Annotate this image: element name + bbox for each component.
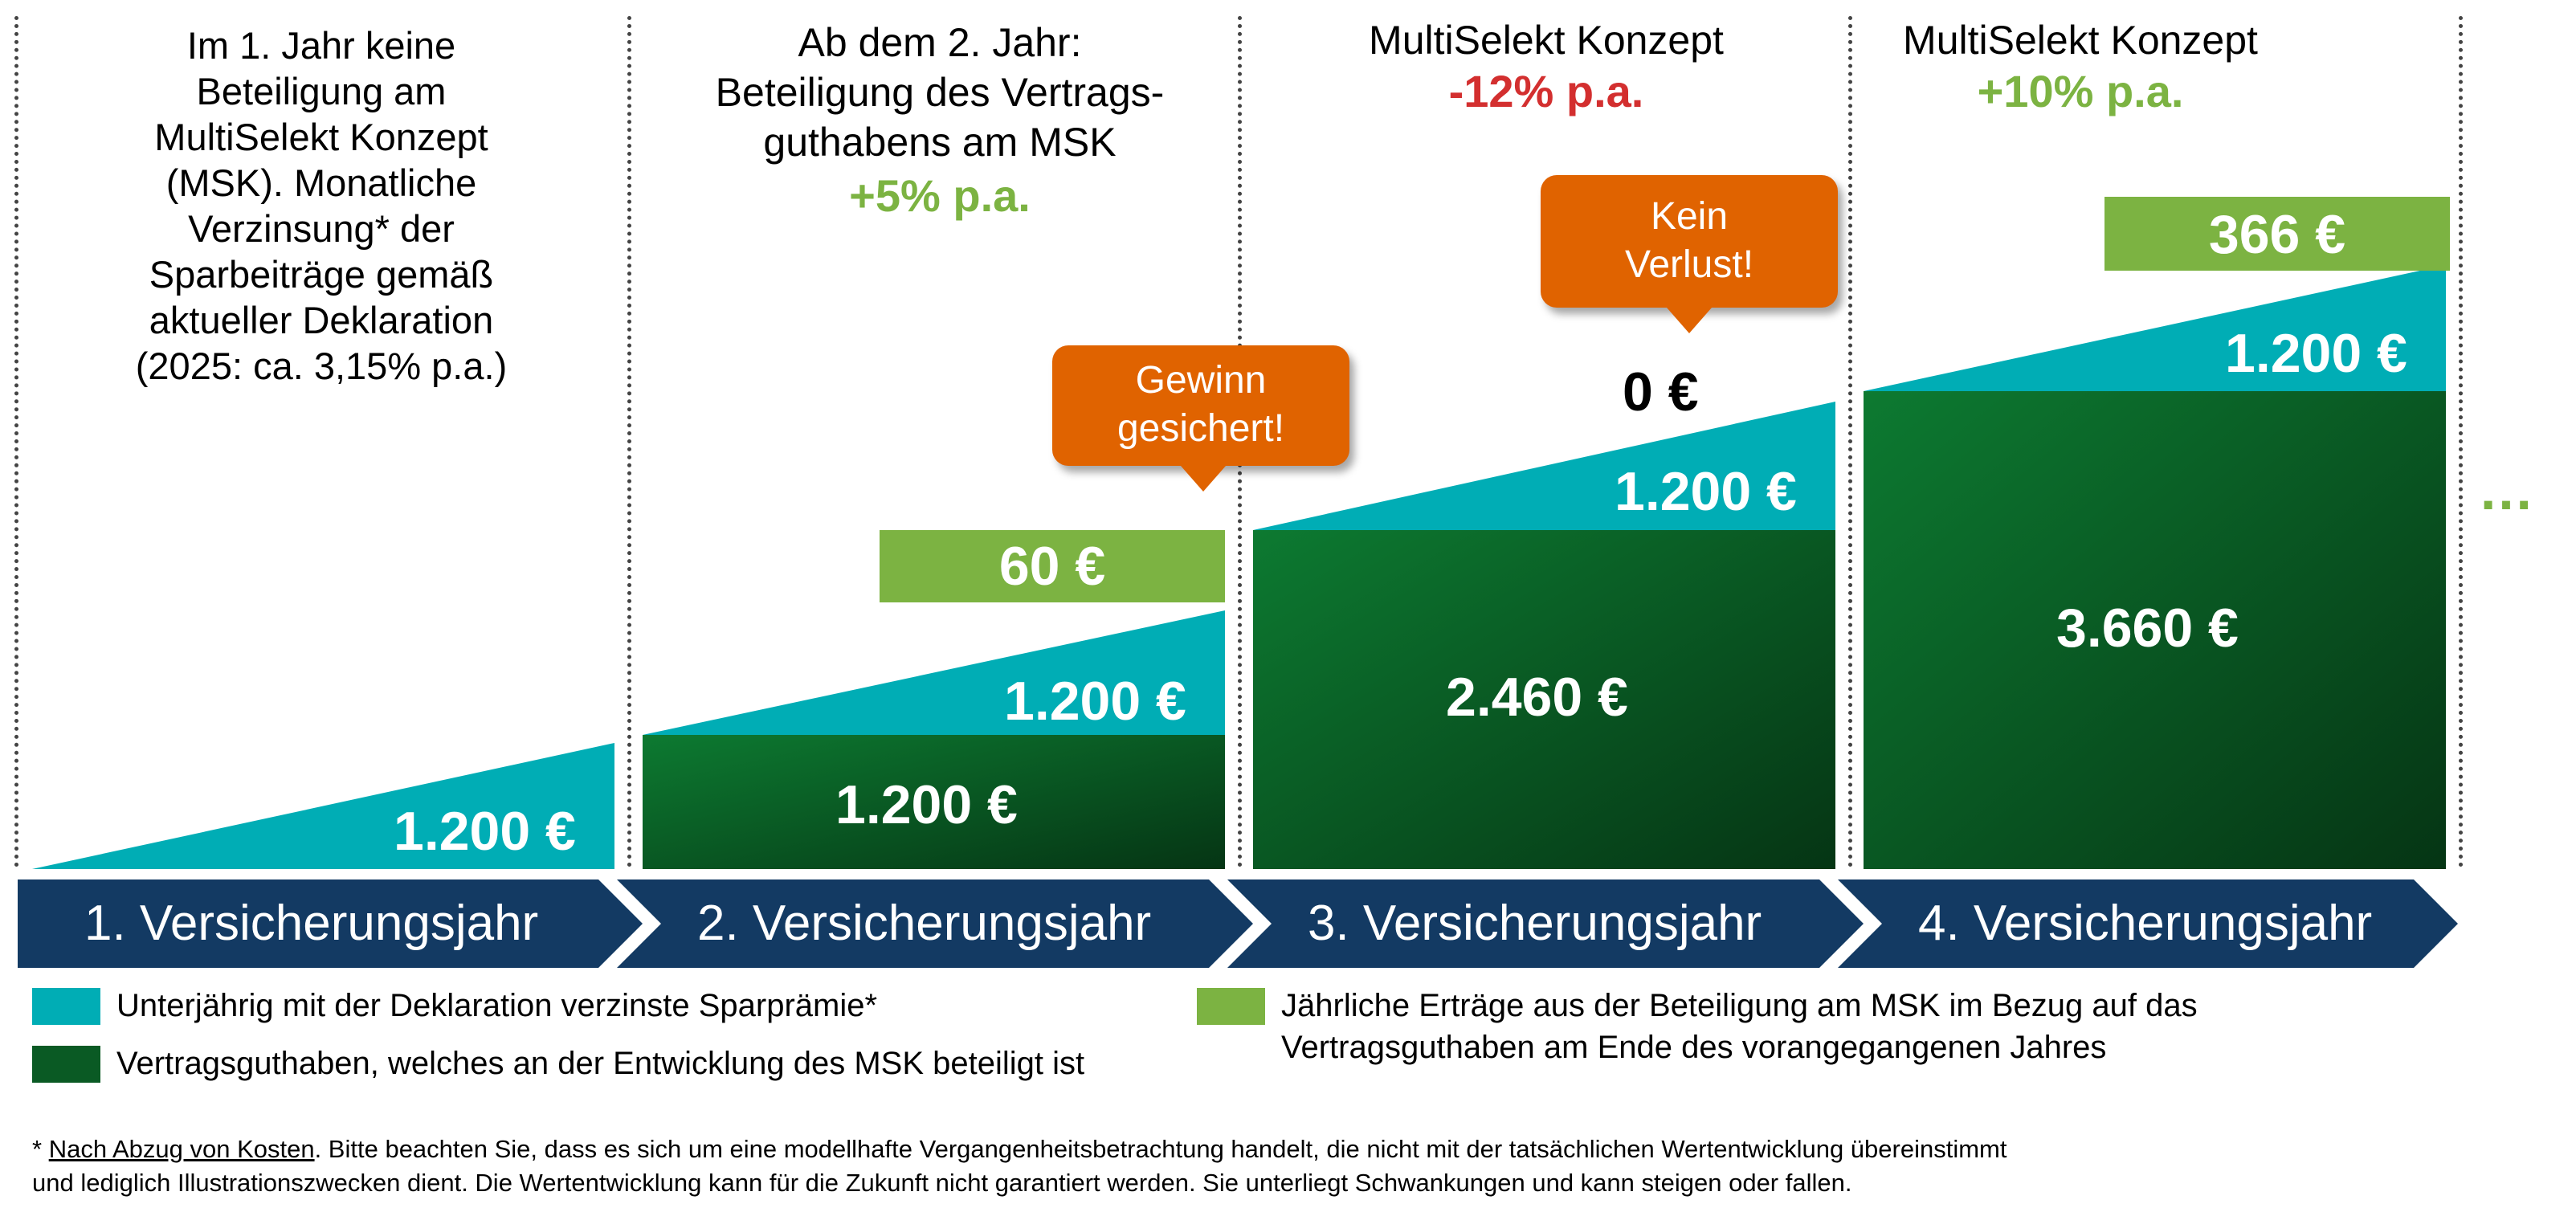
continuation-dots: … [2478, 459, 2541, 521]
y4-teal-wedge [1864, 265, 2446, 391]
col3-rate: -12% p.a. [1448, 66, 1644, 116]
footnote-underlined: Nach Abzug von Kosten [48, 1135, 315, 1163]
footnote-line1-rest: . Bitte beachten Sie, dass es sich um ei… [314, 1135, 2007, 1163]
col1-line: Im 1. Jahr keine [186, 24, 456, 67]
y4-gain-value: 366 € [2208, 204, 2346, 265]
footnote-line-2: und lediglich Illustrationszwecken dient… [32, 1169, 1852, 1197]
legend-text-lightgreen-line: Jährliche Erträge aus der Beteiligung am… [1281, 988, 2198, 1023]
col3-description: MultiSelekt Konzept -12% p.a. [1241, 14, 1851, 117]
year-arrow-2 [617, 879, 1253, 968]
y1-teal-value: 1.200 € [394, 801, 576, 862]
callout-gain-secured-line: Gewinn [1135, 359, 1267, 402]
col1-line: (2025: ca. 3,15% p.a.) [135, 345, 508, 387]
y4-darkgreen-block [1864, 391, 2446, 869]
footnote: * Nach Abzug von Kosten. Bitte beachten … [32, 1132, 2538, 1200]
year-arrow-3 [1227, 879, 1864, 968]
col2-description: Ab dem 2. Jahr: Beteiligung des Vertrags… [635, 18, 1245, 222]
y3-teal-value: 1.200 € [1615, 461, 1797, 522]
col1-line: aktueller Deklaration [149, 299, 494, 341]
year-label-3: 3. Versicherungsjahr [1308, 896, 1762, 951]
callout-no-loss: Kein Verlust! [1541, 175, 1838, 333]
col2-line: Beteiligung des Vertrags- [715, 70, 1165, 115]
legend-swatch-teal [32, 988, 100, 1025]
col1-line: (MSK). Monatliche [165, 161, 477, 204]
y2-teal-wedge [643, 610, 1225, 735]
col4-title: MultiSelekt Konzept [1903, 18, 2258, 63]
divider-1 [14, 16, 18, 867]
callout-no-loss-line: Verlust! [1624, 243, 1754, 286]
y1-teal-wedge [32, 743, 614, 869]
divider-2 [627, 16, 631, 867]
legend-text-teal: Unterjährig mit der Deklaration verzinst… [116, 988, 878, 1023]
legend-text-lightgreen-line: Vertragsguthaben am Ende des vorangegang… [1281, 1030, 2107, 1065]
year-label-2: 2. Versicherungsjahr [697, 896, 1152, 951]
divider-4 [1848, 16, 1852, 867]
year-label-1: 1. Versicherungsjahr [84, 896, 539, 951]
y4-base-value: 3.660 € [2056, 598, 2239, 659]
col1-line: Verzinsung* der [188, 207, 455, 250]
col2-line: Ab dem 2. Jahr: [798, 20, 1082, 65]
col2-line: guthabens am MSK [763, 120, 1117, 165]
y3-teal-wedge [1253, 402, 1835, 530]
footnote-line-1: * Nach Abzug von Kosten. Bitte beachten … [32, 1135, 2007, 1163]
y2-darkgreen-block [643, 735, 1225, 869]
year-arrow-1 [18, 879, 643, 968]
y3-base-value: 2.460 € [1446, 667, 1628, 728]
callout-gain-secured-line: gesichert! [1117, 407, 1285, 450]
legend-swatch-darkgreen [32, 1046, 100, 1083]
y4-teal-value: 1.200 € [2225, 323, 2407, 384]
col3-title: MultiSelekt Konzept [1369, 18, 1724, 63]
legend-swatch-lightgreen [1197, 988, 1265, 1025]
divider-5 [2459, 16, 2463, 867]
y2-base-value: 1.200 € [835, 774, 1018, 835]
y2-teal-value: 1.200 € [1004, 671, 1186, 732]
y4-gain-box [2104, 197, 2450, 271]
callout-gain-secured-tip [1181, 466, 1226, 492]
y2-gain-value: 60 € [998, 536, 1106, 597]
col1-line: MultiSelekt Konzept [154, 116, 488, 158]
legend-text-darkgreen: Vertragsguthaben, welches an der Entwick… [116, 1046, 1085, 1081]
y3-gain-value: 0 € [1623, 361, 1699, 422]
col4-rate: +10% p.a. [1977, 66, 2184, 116]
callout-no-loss-line: Kein [1650, 195, 1729, 238]
col2-rate: +5% p.a. [849, 170, 1031, 221]
legend-text-lightgreen: Jährliche Erträge aus der Beteiligung am… [1281, 985, 2198, 1068]
col1-line: Sparbeiträge gemäß [149, 253, 494, 296]
y2-gain-box [880, 530, 1225, 602]
col1-description: Im 1. Jahr keine Beteiligung am MultiSel… [24, 22, 618, 389]
year-arrow-4 [1838, 879, 2458, 968]
col1-line: Beteiligung am [196, 70, 447, 112]
callout-no-loss-tip [1667, 308, 1712, 333]
year-label-4: 4. Versicherungsjahr [1918, 896, 2373, 951]
y3-darkgreen-block [1253, 530, 1835, 869]
callout-gain-secured: Gewinn gesichert! [1052, 345, 1349, 492]
col4-description: MultiSelekt Konzept +10% p.a. [1839, 14, 2321, 117]
